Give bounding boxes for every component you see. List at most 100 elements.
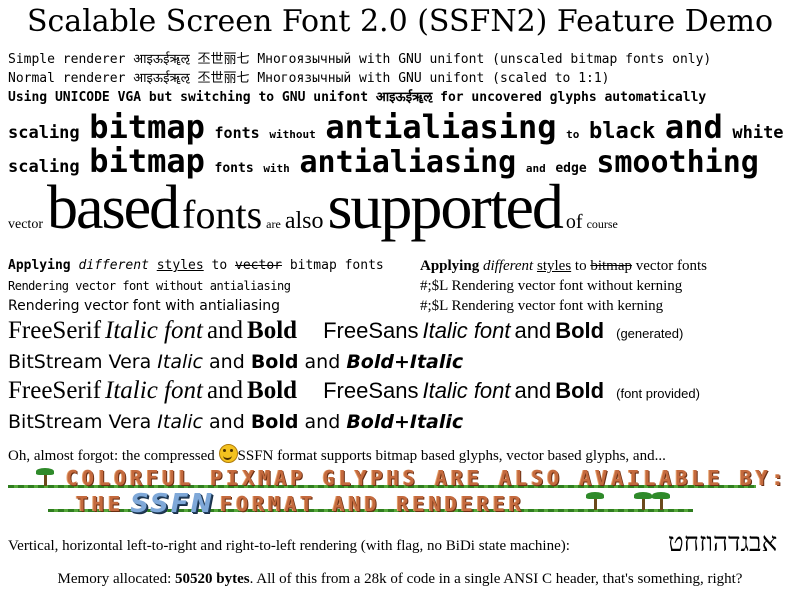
rendering-direction-line: Vertical, horizontal left-to-right and r… [8,538,570,554]
normal-renderer-line: Normal renderer आइऊईॠऌ 丕世丽七 Многоязычный… [8,71,610,86]
word: vector [8,217,43,232]
word: bitmap [89,142,205,180]
word: Italic [157,351,203,373]
palm-tree-icon [36,466,54,486]
word: and [206,377,244,404]
word: based [46,174,180,242]
word: FreeSans [323,318,419,343]
word: vector fonts [635,258,707,274]
word: edge [555,161,587,176]
word: without [269,128,316,141]
word: Italic font [422,378,511,403]
pixmap-row-1: COLORFUL PIXMAP GLYPHS ARE ALSO AVAILABL… [0,466,800,492]
ssfn-logo: SSFN [130,489,215,519]
word: are [266,217,281,231]
palm-tree-icon [586,490,604,510]
word: BitStream Vera [8,411,152,433]
word: white [732,123,784,143]
word: and [514,378,552,403]
word: vector [235,258,282,273]
provided-styles-block: FreeSerif Italic font and Bold FreeSans … [8,376,700,435]
memory-value: 50520 bytes [175,571,250,587]
pixmap-row-2: THE SSFN FORMAT AND RENDERER [0,489,800,519]
word: Bold [247,377,298,404]
word: to [211,258,228,273]
word: Italic font [105,377,203,404]
memory-line: Memory allocated: 50520 bytes. All of th… [0,571,800,588]
word: and [206,317,244,344]
word: Italic font [105,317,203,344]
word: Bold+Italic [346,351,464,373]
bitmap-styles-column: Applying different styles to vector bitm… [8,256,384,316]
word: styles [536,258,572,274]
compressed-format-line: Oh, almost forgot: the compressed SSFN f… [8,444,666,465]
word: styles [156,258,204,273]
vector-font-row: vector based fonts are also supported of… [8,170,618,244]
word: Italic font [422,318,511,343]
word: bitmap [590,258,632,274]
word: different [78,258,149,273]
word: Applying [8,258,71,273]
grass-ground [8,485,756,488]
memory-label: Memory allocated: [57,571,175,587]
word: BitStream Vera [8,351,152,373]
word: scaling [8,123,80,143]
pixmap-text: THE [76,492,125,516]
word: antialiasing [325,108,557,146]
pixmap-text: FORMAT AND RENDERER [220,492,525,516]
word: and [209,411,245,433]
word: fonts [214,124,260,142]
word: and [209,351,245,373]
bitmap-no-antialias-row: scaling bitmap fonts without antialiasin… [8,108,784,146]
word: Bold [250,351,299,373]
unicode-vga-line: Using UNICODE VGA but switching to GNU u… [8,90,707,105]
word: Bold [250,411,299,433]
text-before: Oh, almost forgot: the compressed [8,448,219,464]
word: FreeSans [323,378,419,403]
word: and [304,411,341,433]
word: fonts [182,192,263,237]
no-kerning-line: #;$L Rendering vector font without kerni… [420,278,683,294]
vector-styles-column: Applying different styles to bitmap vect… [420,256,707,316]
word: antialiasing [299,145,517,180]
generated-label: (generated) [616,326,684,341]
word: bitmap [89,108,205,146]
smiley-emoji-icon [218,444,238,463]
antialias-line: Rendering vector font with antialiasing [8,298,280,314]
word: to [574,258,587,274]
provided-label: (font provided) [616,386,700,401]
word: Italic [157,411,203,433]
page-title: Scalable Screen Font 2.0 (SSFN2) Feature… [26,4,774,39]
word: supported [327,171,563,242]
word: FreeSerif [8,377,102,404]
bitmap-antialias-row: scaling bitmap fonts with antialiasing a… [8,142,759,180]
word: bitmap fonts [289,258,384,273]
word: of [565,211,583,233]
palm-tree-icon [634,490,652,510]
word: and [664,108,723,146]
generated-styles-block: FreeSerif Italic font and Bold FreeSans … [8,316,683,375]
word: scaling [8,157,80,177]
word: Bold [555,318,605,343]
simple-renderer-line: Simple renderer आइऊईॠऌ 丕世丽七 Многоязычный… [8,52,712,67]
no-antialias-line: Rendering vector font without antialiasi… [8,279,291,293]
hebrew-rtl-text: אבגדהוזחט [668,528,778,558]
word: smoothing [596,145,759,180]
kerning-line: #;$L Rendering vector font with kerning [420,298,664,314]
word: Bold [555,378,605,403]
palm-tree-icon [652,490,670,510]
word: also [284,208,324,234]
word: and [525,162,546,175]
word: course [586,217,618,231]
word: different [482,258,534,274]
word: with [263,162,290,175]
pixmap-line: THE SSFN FORMAT AND RENDERER [76,489,525,519]
pixmap-text: COLORFUL PIXMAP GLYPHS ARE ALSO AVAILABL… [66,466,788,490]
word: Bold [247,317,298,344]
word: to [566,128,580,141]
word: FreeSerif [8,317,102,344]
word: and [514,318,552,343]
word: black [589,119,656,144]
word: fonts [214,161,254,176]
memory-rest: . All of this from a 28k of code in a si… [249,571,743,587]
